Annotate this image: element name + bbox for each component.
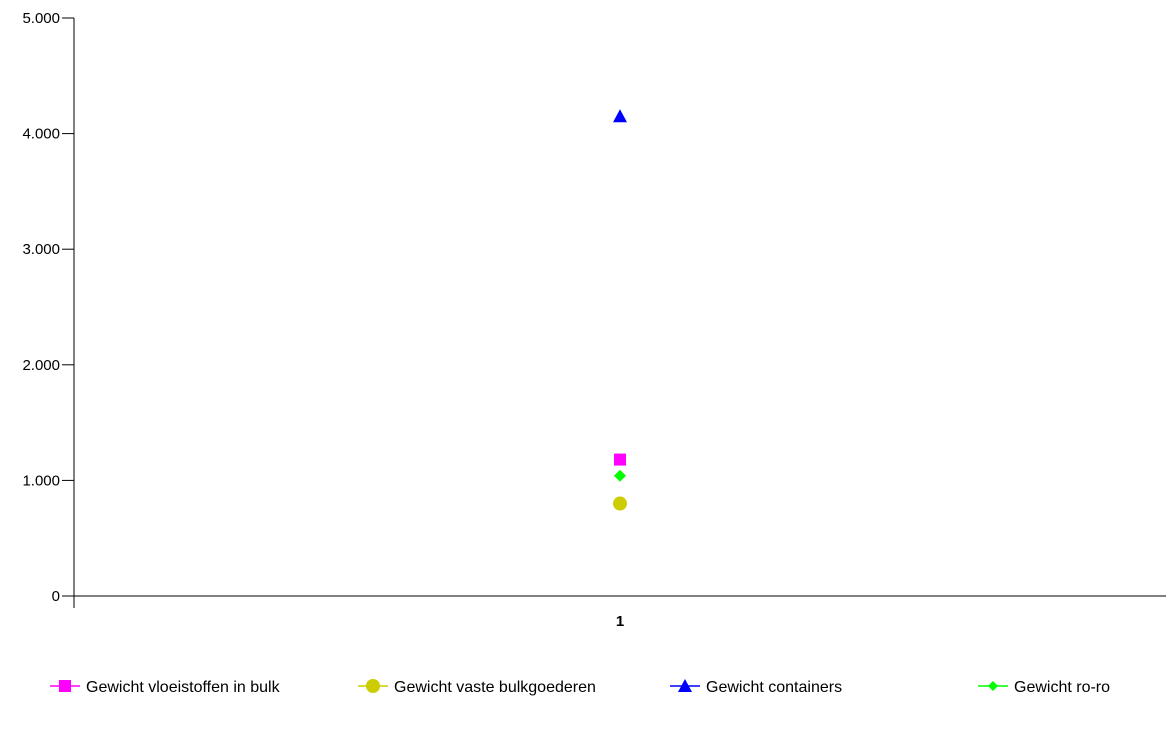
legend-label: Gewicht vloeistoffen in bulk [86,679,281,696]
legend-marker-triangle [678,679,692,692]
legend: Gewicht vloeistoffen in bulk Gewicht vast… [50,679,1110,696]
legend-item: Gewicht vaste bulkgoederen [358,679,596,696]
legend-label: Gewicht containers [706,679,842,696]
y-tick-label: 1.000 [22,472,60,489]
legend-label: Gewicht vaste bulkgoederen [394,679,596,696]
legend-marker-square [59,680,71,692]
y-tick-label: 3.000 [22,241,60,258]
y-tick-label: 5.000 [22,10,60,27]
legend-item: Gewicht ro-ro [978,679,1110,696]
legend-label: Gewicht ro-ro [1014,679,1110,696]
chart-axes [73,18,1166,608]
legend-item: Gewicht vloeistoffen in bulk [50,679,281,696]
legend-marker-circle [366,679,380,693]
legend-item: Gewicht containers [670,679,842,696]
legend-marker-diamond [988,681,998,691]
data-points [613,109,627,511]
y-axis-ticks: 0 1.000 2.000 3.000 4.000 5.000 [22,10,74,605]
y-tick-label: 2.000 [22,357,60,374]
data-point-triangle [613,109,627,123]
data-point-square [614,453,626,466]
x-category-label: 1 [616,613,624,630]
x-axis-categories: 1 [616,613,624,630]
data-point-diamond [614,469,626,482]
y-tick-label: 0 [52,588,60,605]
data-point-circle [613,496,627,511]
y-tick-label: 4.000 [22,126,60,143]
